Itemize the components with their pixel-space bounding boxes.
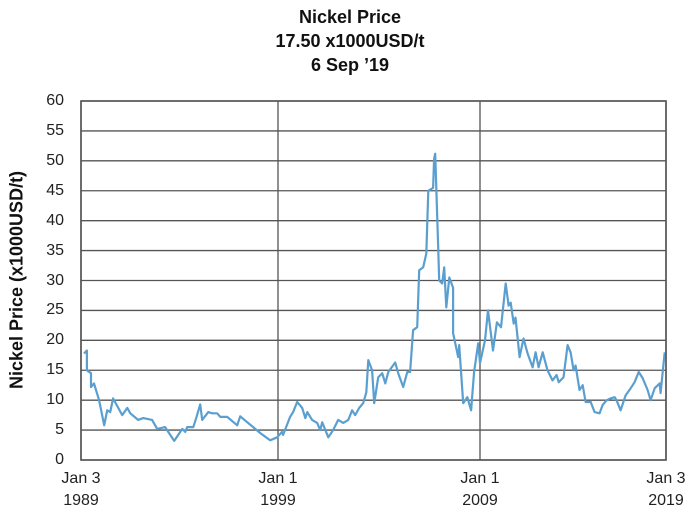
y-axis-label-wrap: Nickel Price (x1000USD/t) — [0, 100, 34, 460]
chart-title: Nickel Price — [298, 7, 402, 27]
y-tick-label: 15 — [46, 361, 64, 379]
y-tick-label: 55 — [46, 121, 64, 139]
y-tick-label: 60 — [46, 92, 64, 109]
y-tick-label: 5 — [55, 421, 64, 439]
y-tick-label: 40 — [46, 211, 64, 229]
y-tick-label: 0 — [55, 451, 64, 468]
y-tick-label: 35 — [46, 241, 64, 259]
y-tick-label: 45 — [46, 181, 64, 199]
y-tick-label: 10 — [46, 391, 64, 409]
y-tick-label: 50 — [46, 151, 64, 169]
gridlines — [80, 100, 667, 461]
y-tick-label: 30 — [46, 271, 64, 289]
x-tick-label: Jan 1 1999 — [258, 470, 298, 509]
x-tick-label: Jan 3 1989 — [61, 470, 101, 509]
chart-subtitle-date: 6 Sep ’19 — [310, 55, 390, 75]
y-axis-label: Nickel Price (x1000USD/t) — [6, 170, 27, 390]
y-tick-label: 25 — [46, 301, 64, 319]
price-line — [83, 152, 666, 442]
x-tick-label: Jan 1 2009 — [460, 470, 500, 509]
plot-frame — [80, 100, 667, 461]
x-tick-label: Jan 3 2019 — [646, 470, 686, 509]
y-tick-label: 20 — [46, 331, 64, 349]
chart-subtitle-price: 17.50 x1000USD/t — [275, 31, 425, 51]
